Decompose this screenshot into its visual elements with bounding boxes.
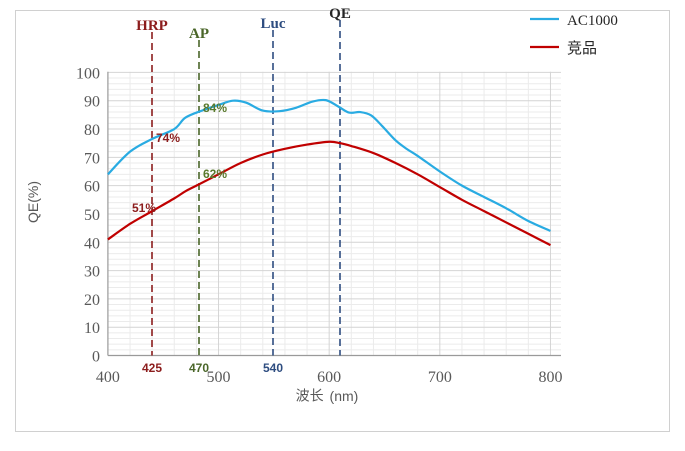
svg-text:竞品: 竞品 [567,39,597,57]
svg-text:700: 700 [428,369,452,386]
svg-text:90: 90 [84,94,100,111]
svg-text:QE(%): QE(%) [25,181,41,223]
svg-text:51%: 51% [132,201,156,215]
svg-text:0: 0 [92,349,100,366]
svg-text:84%: 84% [203,101,227,115]
svg-text:500: 500 [207,369,231,386]
svg-text:100: 100 [76,65,100,82]
svg-text:波长 (nm): 波长 (nm) [296,388,359,404]
svg-text:74%: 74% [156,131,180,145]
svg-text:HRP: HRP [136,18,168,34]
svg-text:800: 800 [538,369,562,386]
svg-text:Luc: Luc [260,16,285,32]
svg-text:AP: AP [189,26,209,42]
svg-text:80: 80 [84,122,100,139]
svg-text:AC1000: AC1000 [567,13,618,29]
svg-text:425: 425 [142,361,162,375]
svg-text:70: 70 [84,150,100,167]
svg-text:62%: 62% [203,167,227,181]
svg-text:QE: QE [329,6,351,22]
svg-text:40: 40 [84,235,100,252]
svg-text:50: 50 [84,207,100,224]
svg-text:600: 600 [317,369,341,386]
svg-text:60: 60 [84,179,100,196]
svg-text:30: 30 [84,264,100,281]
svg-text:540: 540 [263,361,283,375]
svg-text:20: 20 [84,292,100,309]
svg-text:10: 10 [84,320,100,337]
svg-text:400: 400 [96,369,120,386]
